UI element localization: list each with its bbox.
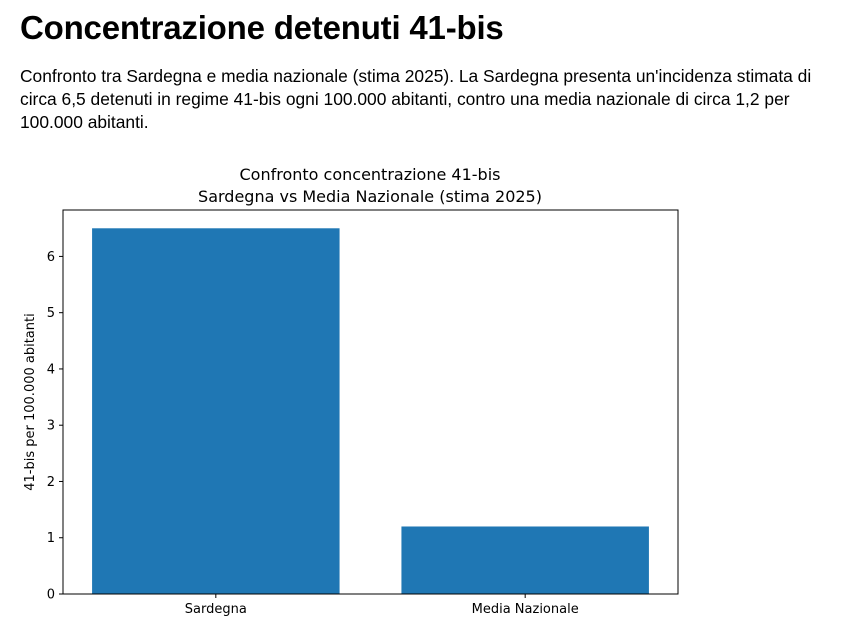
chart-title-line-1: Confronto concentrazione 41-bis: [240, 165, 501, 184]
x-tick-label: Media Nazionale: [472, 602, 579, 617]
y-tick-label: 1: [47, 531, 55, 546]
page-title: Concentrazione detenuti 41-bis: [20, 9, 504, 46]
y-tick-label: 6: [47, 250, 55, 265]
page-description: Confronto tra Sardegna e media nazionale…: [20, 66, 812, 132]
y-tick-label: 4: [47, 362, 55, 377]
y-tick-label: 0: [47, 588, 55, 603]
x-tick-label: Sardegna: [185, 602, 247, 617]
bar-media-nazionale: [401, 526, 649, 594]
plot-frame: [62, 209, 679, 595]
bar-sardegna: [92, 228, 340, 595]
chart-title-line-2: Sardegna vs Media Nazionale (stima 2025): [198, 187, 542, 206]
y-axis-label: 41-bis per 100.000 abitanti: [23, 313, 38, 490]
y-tick-label: 5: [47, 306, 55, 321]
y-tick-label: 2: [47, 475, 55, 490]
y-tick-label: 3: [47, 419, 55, 434]
